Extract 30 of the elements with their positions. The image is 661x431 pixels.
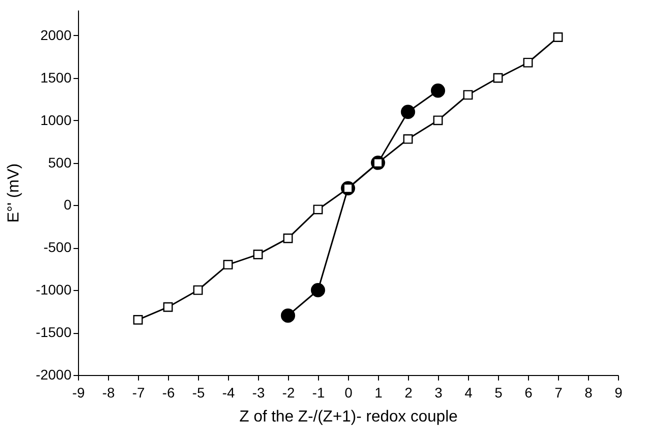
x-tick-label: 4 [464, 384, 473, 400]
x-tick-label: -8 [102, 384, 115, 400]
y-tick-label: 2000 [40, 26, 72, 43]
y-tick-label: -1000 [36, 282, 72, 298]
y-tick-label: 0 [64, 196, 72, 213]
y-axis-title: E°' (mV) [6, 163, 23, 223]
x-tick-label: 6 [524, 384, 533, 400]
x-tick-label: -3 [252, 384, 265, 400]
x-axis-title: Z of the Z-/(Z+1)- redox couple [239, 408, 458, 426]
x-tick-label: 3 [434, 384, 443, 400]
x-tick-label: -9 [72, 384, 85, 400]
x-tick-label: 0 [344, 384, 353, 400]
x-tick-label: 9 [614, 384, 623, 400]
y-tick-label: 500 [48, 154, 72, 170]
x-tick-label: -2 [282, 384, 295, 400]
y-tick-label: 1500 [40, 69, 72, 86]
x-tick-label: 2 [404, 384, 413, 400]
y-tick-label: -2000 [36, 366, 72, 382]
y-tick-label: -1500 [36, 324, 72, 340]
y-tick-label: -500 [43, 239, 72, 256]
x-tick-label: -6 [162, 384, 175, 400]
x-tick-label: -7 [132, 384, 145, 400]
y-tick-label: 1000 [40, 112, 72, 128]
x-tick-label: -1 [312, 384, 325, 400]
x-tick-label: 7 [554, 384, 563, 400]
x-tick-label: -4 [222, 384, 235, 400]
x-tick-label: 8 [584, 384, 593, 400]
x-tick-label: 1 [374, 384, 383, 400]
x-tick-label: 5 [494, 384, 503, 400]
x-tick-label: -5 [192, 384, 205, 400]
